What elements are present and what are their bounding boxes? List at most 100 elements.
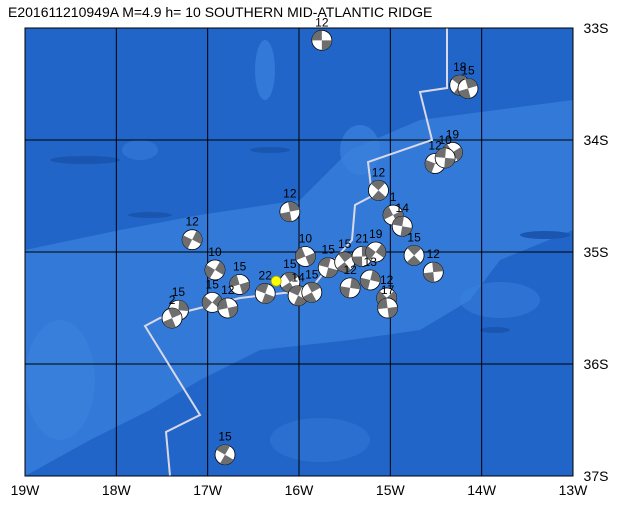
beachball-quadrant xyxy=(214,261,225,276)
focal-mechanism xyxy=(377,297,398,319)
event-depth-label: 12 xyxy=(283,187,297,201)
beachball-quadrant xyxy=(284,272,299,283)
focal-mechanism xyxy=(311,29,333,51)
event-depth-label: 10 xyxy=(208,245,222,259)
beachball-quadrant xyxy=(432,262,444,273)
beachball-quadrant xyxy=(255,283,269,294)
lat-tick-label: 34S xyxy=(584,132,609,148)
focal-mechanism xyxy=(301,281,323,303)
beachball-quadrant xyxy=(465,78,478,89)
event-depth-label: 12 xyxy=(315,15,329,29)
focal-mechanism xyxy=(359,269,381,291)
focal-mechanism xyxy=(254,283,276,304)
focal-mechanism xyxy=(365,241,387,263)
event-depth-label: 15 xyxy=(283,257,297,271)
focal-mechanism xyxy=(201,291,223,313)
lon-tick-label: 14W xyxy=(467,482,497,498)
beachball-quadrant xyxy=(371,180,386,191)
beachball-quadrant xyxy=(425,159,436,173)
lat-tick-label: 37S xyxy=(584,468,609,484)
event-depth-label: 13 xyxy=(364,255,378,269)
beachball-quadrant xyxy=(336,262,351,273)
focal-mechanism xyxy=(161,307,183,329)
focal-mechanism xyxy=(204,259,226,281)
event-depth-label: 10 xyxy=(438,133,452,147)
event-depth-label: 15 xyxy=(233,259,247,273)
event-depth-label: 17 xyxy=(381,283,395,297)
event-depth-label: 12 xyxy=(221,283,235,297)
beachball-quadrant xyxy=(162,318,176,329)
lon-tick-label: 13W xyxy=(559,482,589,498)
event-depth-label: 22 xyxy=(259,268,273,282)
event-depth-label: 15 xyxy=(407,230,421,244)
event-depth-label: 14 xyxy=(396,201,410,215)
focal-mechanism xyxy=(339,277,361,299)
beachball-quadrant xyxy=(220,454,234,465)
beachball-quadrant xyxy=(392,216,404,227)
event-depth-label: 21 xyxy=(355,231,369,245)
focal-mechanism xyxy=(217,297,239,319)
focal-mechanism xyxy=(457,78,479,99)
event-depth-label: 12 xyxy=(343,263,357,277)
event-depth-label: 15 xyxy=(172,285,186,299)
beachball-quadrant xyxy=(338,252,353,263)
focal-mechanism xyxy=(334,251,356,273)
bathymetry-deep xyxy=(50,147,570,333)
lat-tick-label: 36S xyxy=(584,356,609,372)
beachball-quadrant xyxy=(261,293,275,304)
beachball-quadrant xyxy=(406,255,421,266)
event-depth-label: 2 xyxy=(169,293,176,307)
event-depth-label: 14 xyxy=(291,271,305,285)
beachball-quadrant xyxy=(423,272,435,283)
beachball-quadrant xyxy=(307,282,321,293)
beachball-quadrant xyxy=(217,298,228,311)
beachball-quadrant xyxy=(387,306,398,318)
beachball-quadrant xyxy=(227,305,238,318)
event-depth-label: 12 xyxy=(428,139,442,153)
beachball-quadrant xyxy=(192,230,203,245)
event-depth-label: 19 xyxy=(369,227,383,241)
focal-mechanism xyxy=(279,201,301,223)
event-depth-label: 15 xyxy=(206,277,220,291)
beachball-quadrant xyxy=(280,211,292,222)
beachball-quadrant xyxy=(325,267,338,278)
beachball-quadrant xyxy=(376,290,387,305)
beachball-quadrant xyxy=(360,277,371,290)
beachball-quadrant xyxy=(375,243,386,258)
beachball-quadrant xyxy=(352,256,363,267)
lat-tick-label: 35S xyxy=(584,244,609,260)
beachball-quadrant xyxy=(452,147,463,161)
map-title: E201611210949A M=4.9 h= 10 SOUTHERN MID-… xyxy=(8,4,432,20)
beachball-quadrant xyxy=(383,206,394,220)
lon-tick-label: 18W xyxy=(102,482,132,498)
focal-mechanism xyxy=(279,271,301,293)
event-depth-label: 15 xyxy=(338,237,352,251)
event-depth-label: 15 xyxy=(218,430,232,444)
focal-mechanism xyxy=(181,229,203,251)
event-depth-label: 12 xyxy=(372,165,386,179)
beachball-quadrant xyxy=(289,285,303,296)
lon-tick-label: 17W xyxy=(193,482,223,498)
beachball-quadrant xyxy=(340,286,351,298)
epicenter xyxy=(270,275,282,287)
beachball-quadrant xyxy=(168,308,182,319)
event-depth-label: 19 xyxy=(446,127,460,141)
focal-mechanism xyxy=(403,244,425,266)
beachball-quadrant xyxy=(216,444,231,455)
focal-mechanism xyxy=(422,261,444,283)
beachball-quadrant xyxy=(451,75,466,86)
focal-mechanism xyxy=(391,215,413,237)
beachball-quadrant xyxy=(365,246,376,261)
event-depth-label: 1 xyxy=(390,190,397,204)
beachball-quadrant xyxy=(287,201,300,212)
beachball-quadrant xyxy=(182,235,193,249)
focal-mechanism xyxy=(229,274,251,295)
beachball-quadrant xyxy=(371,190,386,201)
beachball-quadrant xyxy=(311,30,322,41)
beachball-quadrant xyxy=(444,157,456,168)
beachball-quadrant xyxy=(178,300,189,311)
event-depth-label: 12 xyxy=(427,247,441,261)
beachball-quadrant xyxy=(407,245,422,256)
beachball-quadrant xyxy=(321,40,332,51)
